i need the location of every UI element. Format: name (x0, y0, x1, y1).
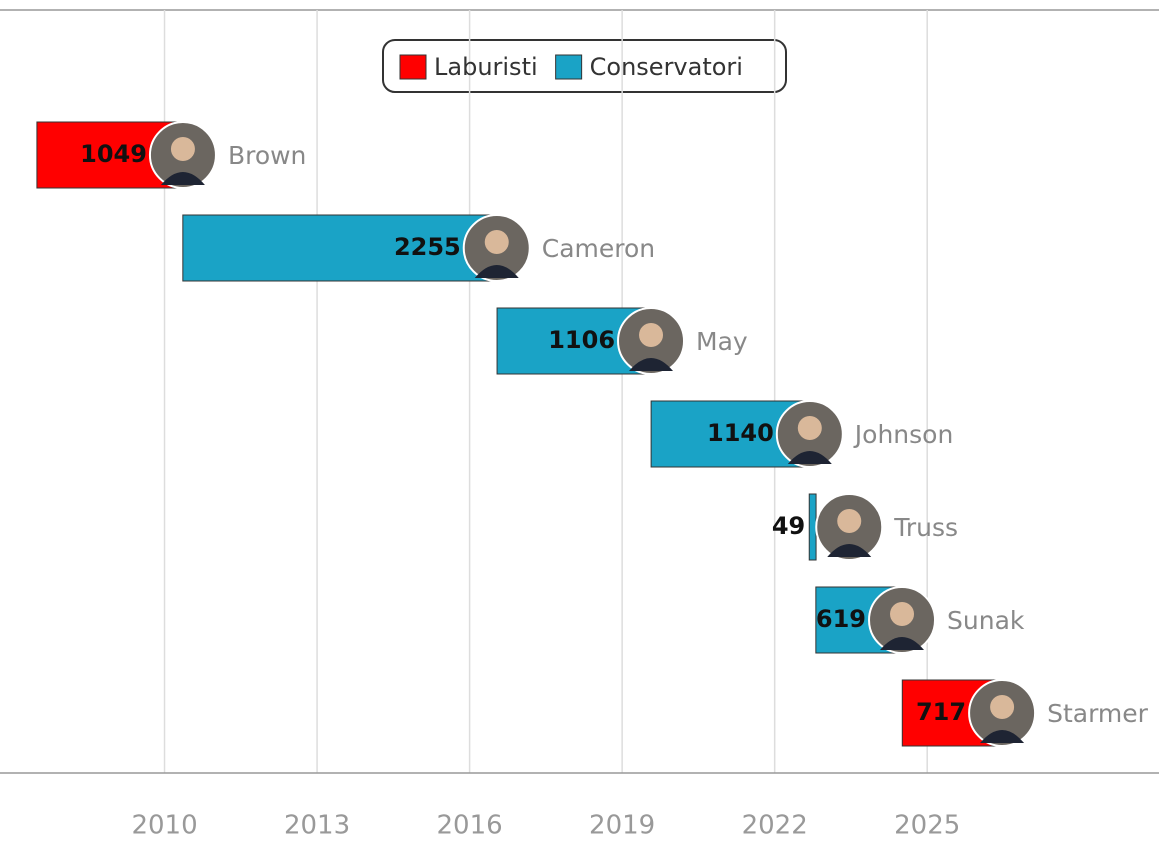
category-label: Sunak (947, 606, 1025, 635)
legend-label: Laburisti (434, 53, 538, 81)
category-label: Brown (228, 141, 306, 170)
portrait-face (890, 602, 915, 626)
x-tick-label: 2013 (284, 811, 350, 841)
category-label: Starmer (1047, 699, 1149, 728)
x-tick-label: 2025 (894, 811, 960, 841)
legend-swatch (399, 54, 427, 80)
value-label: 2255 (394, 233, 461, 261)
portrait-face (484, 230, 509, 254)
value-label: 49 (772, 512, 805, 540)
portrait-face (837, 509, 862, 533)
portrait-suit (474, 265, 519, 278)
x-tick-label: 2022 (742, 811, 808, 841)
category-label: May (696, 327, 748, 356)
portrait-face (990, 695, 1015, 719)
value-label: 1049 (80, 140, 147, 168)
bar (808, 493, 817, 561)
legend-label: Conservatori (590, 53, 743, 81)
portrait-face (797, 416, 822, 440)
x-tick-label: 2016 (437, 811, 503, 841)
portrait-face (639, 323, 664, 347)
value-label: 717 (916, 698, 966, 726)
value-label: 1106 (548, 326, 615, 354)
x-tick-label: 2019 (589, 811, 655, 841)
legend-box (382, 39, 787, 93)
portrait-suit (629, 358, 674, 371)
value-label: 619 (816, 605, 866, 633)
bar (182, 214, 498, 282)
x-tick-label: 2010 (131, 811, 197, 841)
portrait-suit (787, 451, 832, 464)
portrait-suit (160, 172, 205, 185)
category-label: Cameron (542, 234, 655, 263)
portrait-face (170, 137, 195, 161)
category-label: Truss (893, 513, 958, 542)
portrait-suit (880, 637, 925, 650)
value-label: 1140 (707, 419, 774, 447)
category-label: Johnson (853, 420, 954, 449)
legend-swatch (555, 54, 583, 80)
portrait-suit (827, 544, 872, 557)
portrait-suit (980, 730, 1025, 743)
